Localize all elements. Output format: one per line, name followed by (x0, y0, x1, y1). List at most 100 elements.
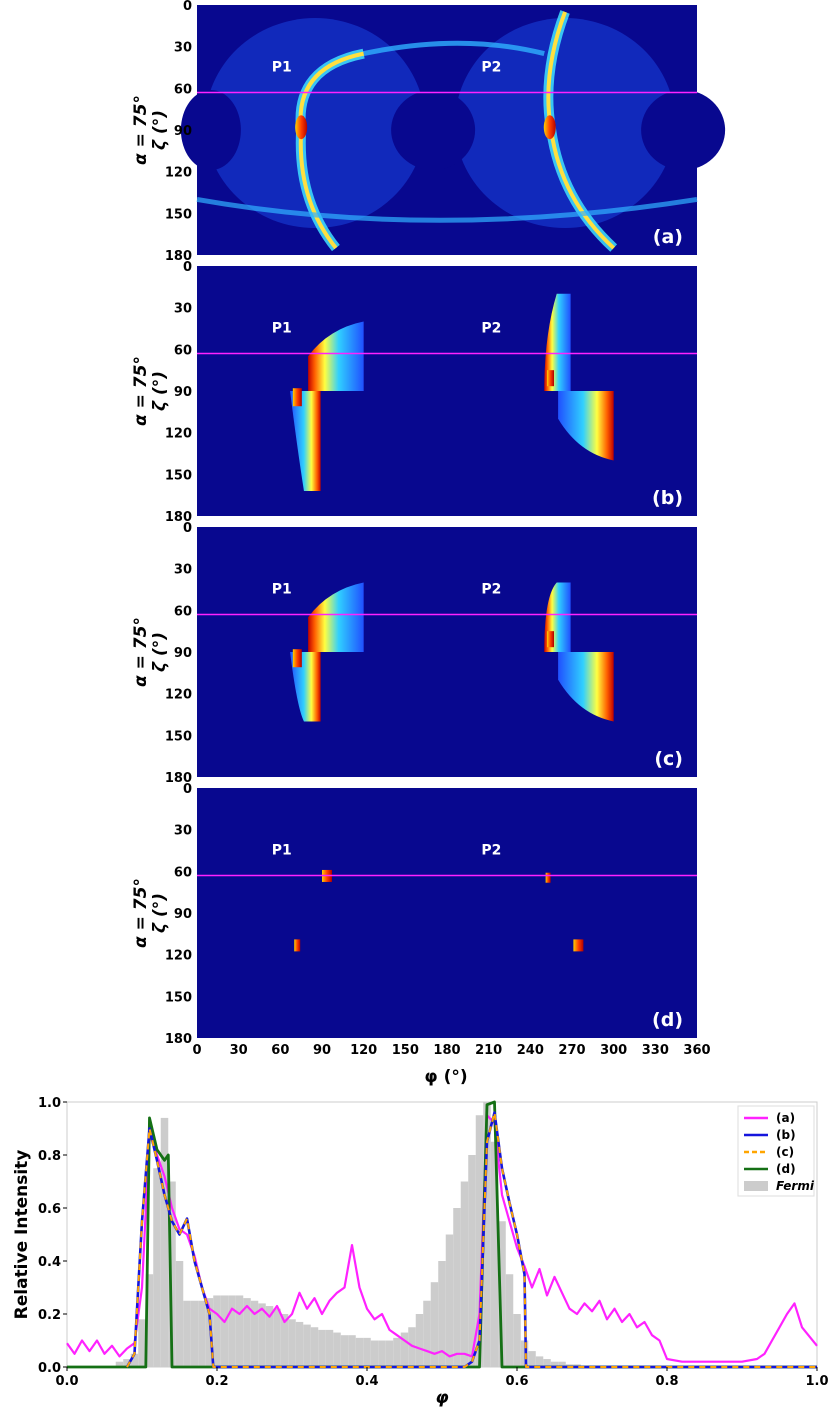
series-a (66, 1114, 818, 1363)
fermi-bar (340, 1335, 349, 1367)
fermi-bar (475, 1115, 484, 1367)
emission-cut-p1-upper (308, 582, 364, 652)
emission-region-p1 (205, 18, 426, 229)
label-p2: P2 (481, 843, 501, 859)
fermi-bar (453, 1208, 461, 1367)
y-tick-label: 120 (165, 688, 192, 703)
label-p1: P1 (272, 321, 292, 337)
fermi-bar (115, 1361, 124, 1367)
fermi-bar (438, 1261, 446, 1367)
label-p1: P1 (272, 60, 292, 76)
panel-tag: (a) (653, 226, 683, 248)
fermi-bar (168, 1181, 176, 1367)
x-axis-title: φ (435, 1388, 448, 1408)
legend-swatch (744, 1181, 768, 1191)
fermi-bar (535, 1356, 544, 1367)
x-tick-label: 0 (192, 1043, 201, 1058)
y-tick-label: 0.2 (38, 1308, 61, 1323)
series-fermi (115, 1102, 581, 1367)
fermi-bar (243, 1298, 251, 1367)
fermi-bar (295, 1321, 304, 1367)
x-tick-label: 90 (313, 1043, 331, 1058)
fermi-bar (543, 1359, 551, 1367)
y-tick-label: 180 (165, 510, 192, 525)
fermi-bar (393, 1337, 401, 1367)
fermi-bar (378, 1340, 386, 1367)
label-p1: P1 (272, 843, 292, 859)
fermi-bar (205, 1298, 214, 1367)
y-tick-label: 150 (165, 990, 192, 1005)
fermi-bar (505, 1274, 514, 1367)
spot-p1-lower (294, 939, 301, 952)
skymap-background (197, 788, 697, 1038)
fermi-bar (183, 1300, 191, 1367)
y-axis-title-alpha: α = 75° (131, 95, 151, 165)
fermi-bar (513, 1314, 521, 1367)
spot-p2-upper (545, 872, 551, 883)
fermi-bar (160, 1117, 169, 1367)
x-tick-label: 270 (558, 1043, 585, 1058)
fermi-bar (363, 1337, 371, 1367)
y-tick-label: 60 (174, 82, 192, 97)
fermi-bar (123, 1359, 131, 1367)
y-tick-label: 150 (165, 729, 192, 744)
skymap-background (197, 266, 697, 516)
x-tick-label: 60 (271, 1043, 289, 1058)
fermi-bar (528, 1351, 536, 1367)
x-tick-label: 360 (683, 1043, 710, 1058)
emission-hole (180, 90, 241, 170)
legend-label: (d) (776, 1162, 796, 1176)
y-tick-label: 0.0 (38, 1361, 61, 1376)
y-tick-label: 0.4 (38, 1255, 61, 1270)
x-tick-label: 0.4 (355, 1374, 378, 1389)
emission-cut-p2-lower (558, 652, 614, 722)
y-axis-title-alpha: α = 75° (131, 356, 151, 426)
fermi-bar (445, 1234, 454, 1367)
y-tick-label: 1.0 (38, 1096, 61, 1111)
x-tick-label: 150 (392, 1043, 419, 1058)
series-line-d (67, 1100, 817, 1369)
light-curve-plot: 0.0 0.2 0.4 0.6 0.8 1.0 0.0 0.2 0.4 0.6 0.8 1.0 φ Rel… (12, 1096, 829, 1408)
hot-spot-p1 (295, 115, 308, 140)
y-tick-label: 60 (174, 343, 192, 358)
y-tick-label: 0.6 (38, 1202, 61, 1217)
y-tick-label: 90 (174, 385, 192, 400)
y-axis-title-zeta: ζ (°) (150, 110, 170, 150)
fermi-bar (355, 1337, 364, 1367)
x-tick-label: 240 (517, 1043, 544, 1058)
y-axis-title-zeta: ζ (°) (150, 632, 170, 672)
series-line-c (126, 1111, 817, 1368)
hot-spot-p2 (547, 631, 554, 648)
skymap-x-axis: φ (°) 0 30 60 90 120 150 180 210 240 270 300 330 360 (192, 1043, 710, 1087)
emission-hole (641, 90, 726, 170)
fermi-bar (190, 1300, 199, 1367)
series-line-a (66, 1114, 818, 1363)
skymap-panel-c: P1 P2 (c) 0 30 60 90 120 150 180 α = 75° ζ (°) (131, 521, 697, 786)
fermi-bar (265, 1306, 274, 1367)
y-axis-title-zeta: ζ (°) (150, 371, 170, 411)
fermi-bar (318, 1329, 326, 1367)
fermi-bar (483, 1102, 491, 1367)
fermi-bar (280, 1314, 289, 1367)
skymap-x-axis-title: φ (°) (424, 1067, 467, 1087)
series-c (126, 1111, 817, 1368)
fermi-bar (250, 1300, 259, 1367)
spot-p2-lower (573, 939, 584, 952)
x-tick-label: 0.6 (505, 1374, 528, 1389)
y-tick-label: 0 (183, 260, 192, 275)
y-tick-label: 0 (183, 521, 192, 536)
legend-label: (a) (776, 1111, 795, 1125)
fermi-bar (310, 1327, 319, 1367)
legend-label: Fermi (776, 1179, 815, 1193)
y-tick-label: 90 (174, 124, 192, 139)
series-d (67, 1100, 817, 1369)
y-tick-label: 30 (174, 41, 192, 56)
fermi-bar (430, 1282, 439, 1367)
y-tick-label: 120 (165, 427, 192, 442)
emission-cut-p1-lower (290, 652, 321, 722)
label-p2: P2 (481, 321, 501, 337)
fermi-bar (153, 1168, 161, 1367)
emission-cut-p2-lower (558, 391, 614, 461)
fermi-bar (235, 1295, 244, 1367)
hot-spot-p1 (292, 388, 302, 407)
